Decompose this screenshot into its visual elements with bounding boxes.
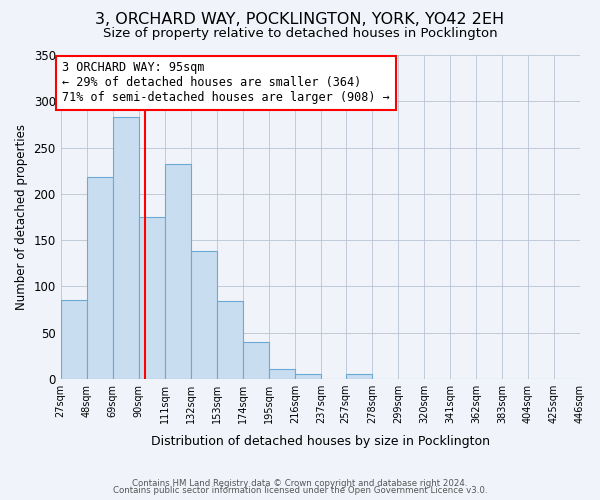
Bar bbox=[269, 369, 295, 379]
X-axis label: Distribution of detached houses by size in Pocklington: Distribution of detached houses by size … bbox=[151, 434, 490, 448]
Bar bbox=[113, 117, 139, 379]
Text: Contains public sector information licensed under the Open Government Licence v3: Contains public sector information licen… bbox=[113, 486, 487, 495]
Bar bbox=[139, 217, 164, 379]
Text: 3 ORCHARD WAY: 95sqm
← 29% of detached houses are smaller (364)
71% of semi-deta: 3 ORCHARD WAY: 95sqm ← 29% of detached h… bbox=[62, 62, 389, 104]
Bar bbox=[217, 302, 242, 379]
Bar bbox=[165, 164, 191, 379]
Bar bbox=[61, 300, 86, 379]
Bar bbox=[243, 342, 269, 379]
Bar bbox=[295, 374, 321, 379]
Bar bbox=[346, 374, 371, 379]
Text: Contains HM Land Registry data © Crown copyright and database right 2024.: Contains HM Land Registry data © Crown c… bbox=[132, 478, 468, 488]
Y-axis label: Number of detached properties: Number of detached properties bbox=[15, 124, 28, 310]
Bar bbox=[191, 252, 217, 379]
Text: Size of property relative to detached houses in Pocklington: Size of property relative to detached ho… bbox=[103, 28, 497, 40]
Bar bbox=[87, 177, 113, 379]
Text: 3, ORCHARD WAY, POCKLINGTON, YORK, YO42 2EH: 3, ORCHARD WAY, POCKLINGTON, YORK, YO42 … bbox=[95, 12, 505, 28]
